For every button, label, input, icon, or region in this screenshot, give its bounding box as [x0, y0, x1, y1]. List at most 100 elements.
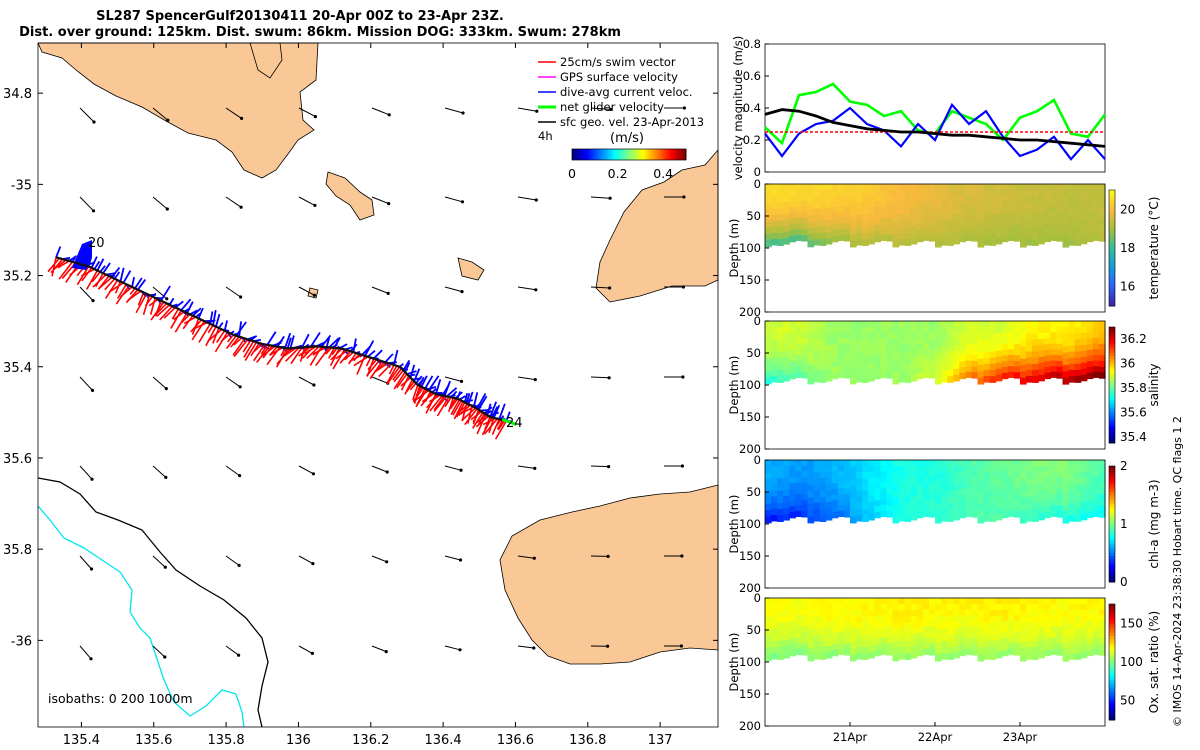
temperature-cell	[1050, 229, 1058, 236]
temperature-cell	[765, 184, 772, 191]
salinity-colorbar-tick-label: 35.8	[1120, 381, 1147, 395]
salinity-cell	[1050, 371, 1058, 378]
temperature-cell	[989, 202, 997, 210]
temperature-cell	[1080, 207, 1088, 215]
colorbar-cell	[615, 149, 619, 160]
salinity-cell	[1086, 366, 1094, 374]
speed-colorbar: 0 0.2 0.4	[568, 148, 687, 181]
temperature-cell	[789, 184, 796, 191]
temperature-cell	[995, 237, 1003, 245]
sfc-geo-arrowhead	[534, 288, 538, 292]
temperature-cell	[862, 239, 869, 246]
oxygen-colorbar-cell	[1109, 653, 1115, 657]
salinity-cell	[1013, 366, 1021, 373]
chla-cell	[1050, 493, 1058, 501]
oxygen-cell	[928, 598, 936, 605]
chla-cell	[904, 490, 912, 498]
salinity-cell	[856, 345, 863, 353]
salinity-cell	[825, 362, 833, 370]
chla-colorbar-cell	[1109, 489, 1115, 493]
chla-cell	[977, 504, 985, 511]
chla-cell	[953, 465, 960, 473]
salinity-cell	[935, 371, 942, 379]
oxygen-cell	[995, 639, 1003, 647]
chla-colorbar-cell	[1109, 526, 1115, 531]
salinity-cell	[1026, 351, 1033, 359]
temperature-cell	[868, 207, 875, 215]
oxygen-cell	[831, 609, 839, 616]
oxygen-cell	[1086, 632, 1094, 639]
chla-cell	[977, 485, 985, 493]
oxygen-cell	[819, 628, 827, 636]
chla-cell	[831, 483, 839, 490]
chla-cell	[1013, 460, 1021, 467]
chla-colorbar-cell	[1109, 468, 1115, 473]
chla-cell	[862, 509, 869, 516]
oxygen-cell	[1080, 603, 1088, 611]
salinity-cell	[1020, 377, 1027, 385]
temperature-cell	[868, 231, 875, 239]
salinity-cell	[989, 363, 997, 371]
chla-cell	[995, 495, 1003, 503]
temperature-cell	[928, 218, 936, 225]
chla-cell	[1013, 494, 1021, 501]
temperature-cell	[795, 217, 803, 225]
oxygen-cell	[977, 635, 985, 643]
temperature-cell	[983, 202, 991, 210]
oxygen-cell	[904, 598, 912, 605]
temperature-cell	[843, 189, 851, 196]
salinity-cell	[1056, 360, 1064, 368]
temperature-cell	[983, 220, 991, 228]
oxygen-cell	[1080, 639, 1088, 647]
temperature-cell	[1074, 214, 1082, 222]
chla-cell	[801, 477, 809, 484]
swim-vector	[472, 411, 484, 429]
temperature-cell	[941, 238, 948, 246]
swim-vector	[51, 257, 57, 277]
oxygen-cell	[843, 649, 851, 656]
salinity-cell	[971, 326, 979, 334]
salinity-cell	[862, 321, 869, 328]
colorbar-cell	[594, 149, 598, 160]
oxygen-cell	[843, 615, 851, 622]
salinity-cell	[813, 351, 821, 359]
oxygen-cell	[965, 620, 973, 627]
salinity-cell	[831, 361, 839, 368]
temperature-cell	[1056, 195, 1064, 202]
salinity-cell	[1032, 357, 1039, 365]
temperature-cell	[1026, 232, 1033, 240]
colorbar-cell	[581, 149, 584, 160]
map-x-tick-label: 135.8	[207, 733, 244, 748]
oxygen-cell	[1050, 643, 1058, 650]
salinity-cell	[977, 346, 985, 354]
temperature-colorbar-cell	[1109, 300, 1115, 304]
temperature-cell	[904, 214, 912, 222]
temperature-cell	[1032, 220, 1039, 228]
oxygen-cell	[771, 622, 778, 630]
chla-cell	[771, 472, 778, 479]
salinity-cell	[916, 321, 924, 328]
salinity-cell	[1068, 327, 1076, 334]
swim-vector	[171, 308, 180, 320]
oxygen-cell	[856, 610, 863, 617]
salinity-cell	[910, 332, 918, 340]
oxygen-colorbar-cell	[1109, 630, 1115, 634]
chla-cell	[1098, 465, 1106, 473]
temperature-cell	[886, 189, 894, 196]
temperature-cell	[868, 213, 875, 221]
chla-cell	[837, 482, 845, 489]
oxygen-cell	[1080, 615, 1088, 623]
oxygen-cell	[959, 621, 966, 628]
salinity-cell	[789, 321, 796, 328]
chla-colorbar-cell	[1109, 541, 1115, 545]
temperature-cell	[1092, 206, 1100, 213]
sfc-geo-arrow	[371, 196, 389, 205]
colorbar-cell	[667, 149, 670, 160]
salinity-cell	[1038, 344, 1045, 352]
temperature-cell	[910, 237, 918, 245]
salinity-cell	[983, 339, 991, 347]
salinity-cell	[825, 338, 833, 346]
salinity-cell	[886, 343, 894, 351]
oxygen-cell	[862, 628, 869, 636]
chla-cell	[953, 507, 960, 515]
